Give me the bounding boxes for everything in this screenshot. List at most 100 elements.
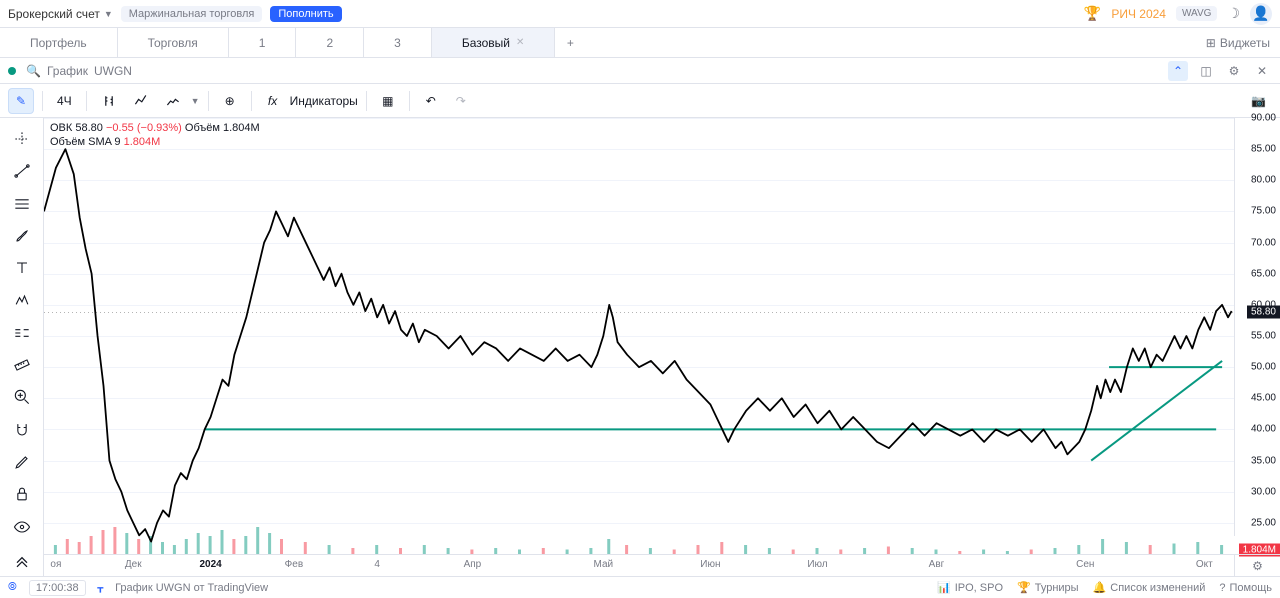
- fx-icon[interactable]: fx: [260, 88, 286, 114]
- wifi-icon[interactable]: ⦾: [8, 581, 17, 594]
- fib-icon[interactable]: [6, 189, 38, 219]
- topup-button[interactable]: Пополнить: [270, 6, 341, 22]
- chart-legend: ОВК 58.80 −0.55 (−0.93%) Объём 1.804M Об…: [50, 122, 260, 148]
- y-tick: 55.00: [1251, 331, 1276, 342]
- magnet-icon[interactable]: [6, 415, 38, 445]
- x-tick: Окт: [1196, 559, 1213, 570]
- legend-volume: 1.804M: [223, 122, 260, 134]
- ipo-button[interactable]: 📊 IPO, SPO: [937, 581, 1003, 594]
- footer-attribution[interactable]: График UWGN от TradingView: [115, 582, 268, 594]
- forecast-icon[interactable]: [6, 318, 38, 348]
- tab-3[interactable]: 2: [296, 28, 364, 57]
- y-tick: 45.00: [1251, 393, 1276, 404]
- widgets-icon: ⊞: [1206, 36, 1216, 50]
- crosshair-icon[interactable]: [6, 124, 38, 154]
- current-price-tag: 58.80: [1247, 306, 1280, 319]
- add-indicator-icon[interactable]: ⊕: [217, 88, 243, 114]
- y-tick: 25.00: [1251, 517, 1276, 528]
- pencil-icon[interactable]: [6, 447, 38, 477]
- account-label: Брокерский счет: [8, 7, 100, 21]
- tradingview-logo: ᚁ: [98, 581, 103, 594]
- y-tick: 40.00: [1251, 424, 1276, 435]
- y-tick: 85.00: [1251, 144, 1276, 155]
- rich-label[interactable]: РИЧ 2024: [1111, 7, 1166, 21]
- indicators-label[interactable]: Индикаторы: [290, 94, 358, 108]
- line-chart-icon[interactable]: [127, 88, 155, 114]
- legend-change-pct: (−0.93%): [137, 122, 182, 134]
- y-tick: 50.00: [1251, 362, 1276, 373]
- avatar[interactable]: 👤: [1250, 3, 1272, 25]
- tab-4[interactable]: 3: [364, 28, 432, 57]
- zoom-icon[interactable]: [6, 382, 38, 412]
- footer-bar: ⦾ 17:00:38 ᚁ График UWGN от TradingView …: [0, 576, 1280, 598]
- legend-symbol: ОВК: [50, 122, 72, 134]
- tab-5[interactable]: Базовый✕: [432, 28, 556, 57]
- tournaments-button[interactable]: 🏆 Турниры: [1017, 581, 1079, 594]
- x-tick: Авг: [929, 559, 945, 570]
- left-toolbar: [0, 118, 44, 576]
- trendline-icon[interactable]: [6, 156, 38, 186]
- close-icon[interactable]: ✕: [1252, 61, 1272, 81]
- redo-icon[interactable]: ↷: [448, 88, 474, 114]
- y-tick: 70.00: [1251, 237, 1276, 248]
- main-area: ОВК 58.80 −0.55 (−0.93%) Объём 1.804M Об…: [0, 118, 1280, 576]
- edit-button[interactable]: ✎: [8, 88, 34, 114]
- x-axis[interactable]: ояДек2024Фев4АпрМайИюнИюлАвгСенОкт: [44, 554, 1234, 576]
- margin-trading-pill[interactable]: Маржинальная торговля: [121, 6, 263, 22]
- changelog-button[interactable]: 🔔 Список изменений: [1093, 581, 1206, 594]
- help-button[interactable]: ? Помощь: [1219, 582, 1272, 594]
- moon-icon[interactable]: ☽: [1227, 5, 1240, 22]
- symbol-search[interactable]: 🔍 График UWGN: [26, 64, 132, 78]
- lock-icon[interactable]: [6, 479, 38, 509]
- search-prefix: График: [47, 64, 88, 78]
- add-tab-button[interactable]: +: [555, 28, 585, 57]
- x-tick: Фев: [285, 559, 303, 570]
- search-icon: 🔍: [26, 64, 41, 78]
- x-tick: 2024: [199, 559, 221, 570]
- tab-2[interactable]: 1: [229, 28, 297, 57]
- axis-settings-icon[interactable]: ⚙: [1234, 554, 1280, 576]
- x-tick: оя: [50, 559, 61, 570]
- legend-sma-label: Объём SMA 9: [50, 136, 121, 148]
- chart-area[interactable]: ОВК 58.80 −0.55 (−0.93%) Объём 1.804M Об…: [44, 118, 1280, 576]
- account-dropdown[interactable]: Брокерский счет ▼: [8, 7, 113, 21]
- legend-price: 58.80: [75, 122, 103, 134]
- grid-layout-icon[interactable]: ▦: [375, 88, 401, 114]
- ruler-icon[interactable]: [6, 350, 38, 380]
- pattern-icon[interactable]: [6, 285, 38, 315]
- chevron-down-icon: ▼: [104, 9, 113, 19]
- chevron-down-icon[interactable]: ▼: [191, 96, 200, 106]
- symbol-row: 🔍 График UWGN ⌃ ◫ ⚙ ✕: [0, 58, 1280, 84]
- y-tick: 35.00: [1251, 455, 1276, 466]
- chart-toolbar: ✎ 4Ч ▼ ⊕ fx Индикаторы ▦ ↶ ↷ 📷: [0, 84, 1280, 118]
- chart-type-icon[interactable]: [159, 88, 187, 114]
- wavg-badge[interactable]: WAVG: [1176, 6, 1217, 21]
- legend-vol-label: Объём: [185, 122, 220, 134]
- undo-icon[interactable]: ↶: [418, 88, 444, 114]
- trophy-icon: 🏆: [1084, 5, 1101, 22]
- collapse-button[interactable]: ⌃: [1168, 61, 1188, 81]
- y-tick: 75.00: [1251, 206, 1276, 217]
- tab-1[interactable]: Торговля: [118, 28, 229, 57]
- interval-button[interactable]: 4Ч: [51, 88, 78, 114]
- tab-0[interactable]: Портфель: [0, 28, 118, 57]
- x-tick: Апр: [464, 559, 482, 570]
- text-icon[interactable]: [6, 253, 38, 283]
- collapse-tools-icon[interactable]: [6, 546, 38, 576]
- eye-icon[interactable]: [6, 511, 38, 541]
- brush-icon[interactable]: [6, 221, 38, 251]
- candle-settings-icon[interactable]: [95, 88, 123, 114]
- settings-icon[interactable]: ⚙: [1224, 61, 1244, 81]
- legend-change: −0.55: [106, 122, 134, 134]
- layout-button[interactable]: ◫: [1196, 61, 1216, 81]
- y-tick: 80.00: [1251, 175, 1276, 186]
- widgets-button[interactable]: ⊞ Виджеты: [1196, 28, 1280, 57]
- widgets-label: Виджеты: [1220, 36, 1270, 50]
- y-tick: 30.00: [1251, 486, 1276, 497]
- search-ticker: UWGN: [94, 64, 132, 78]
- camera-icon[interactable]: 📷: [1245, 88, 1272, 114]
- legend-sma-value: 1.804M: [124, 136, 161, 148]
- x-tick: Июл: [807, 559, 827, 570]
- tab-close-icon[interactable]: ✕: [516, 37, 524, 48]
- y-axis[interactable]: 90.0085.0080.0075.0070.0065.0060.0055.00…: [1234, 118, 1280, 536]
